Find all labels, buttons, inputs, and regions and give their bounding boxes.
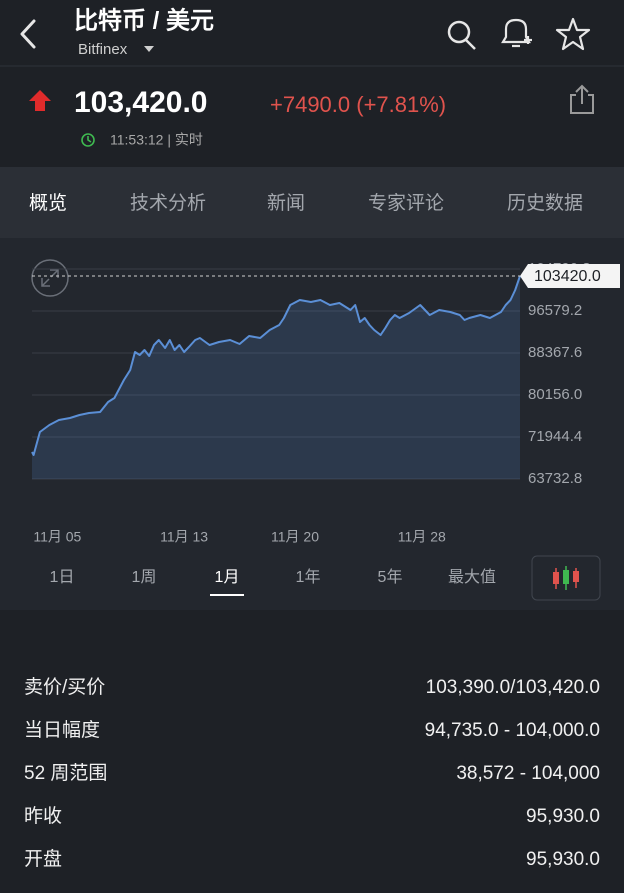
tab[interactable]: 概览 (29, 192, 67, 214)
price-change: +7490.0 (+7.81%) (270, 92, 446, 117)
chart-panel (0, 238, 624, 610)
search-button[interactable] (447, 20, 476, 50)
period-option[interactable]: 1日 (50, 569, 75, 586)
tab-bar (0, 167, 624, 238)
last-price-label: 103420.0 (534, 268, 601, 285)
x-tick-label: 11月 28 (398, 529, 446, 545)
chart-style-button[interactable] (531, 555, 601, 601)
stat-value: 38,572 - 104,000 (456, 763, 600, 784)
x-tick-label: 11月 05 (33, 529, 81, 545)
tab[interactable]: 历史数据 (507, 192, 583, 214)
price-line (31, 275, 521, 456)
back-button[interactable] (20, 19, 36, 49)
x-tick-label: 11月 20 (271, 529, 319, 545)
y-tick-label: 63732.8 (528, 470, 582, 487)
stat-label: 52 周范围 (24, 762, 107, 784)
stat-label: 当日幅度 (24, 719, 100, 741)
y-tick-label: 80156.0 (528, 386, 582, 403)
stat-label: 昨收 (24, 805, 62, 827)
share-button[interactable] (570, 84, 594, 114)
y-tick-label: 71944.4 (528, 428, 582, 445)
stat-value: 103,390.0/103,420.0 (426, 677, 600, 698)
tab[interactable]: 技术分析 (130, 192, 206, 214)
last-price-tag (520, 264, 620, 289)
period-option[interactable]: 最大值 (448, 568, 496, 586)
price: 103,420.0 (74, 86, 207, 119)
stat-value: 95,930.0 (526, 849, 600, 870)
candle-icon (553, 566, 579, 590)
favorite-button[interactable] (555, 17, 591, 51)
area-fill (32, 276, 520, 479)
up-arrow (29, 90, 51, 111)
period-option[interactable]: 1月 (215, 569, 240, 586)
exchange-dropdown[interactable] (144, 46, 154, 52)
exchange-name[interactable]: Bitfinex (78, 41, 128, 58)
tab[interactable]: 新闻 (267, 192, 305, 214)
alert-button[interactable] (501, 18, 532, 48)
period-option[interactable]: 5年 (378, 568, 403, 586)
stat-value: 95,930.0 (526, 806, 600, 827)
period-option[interactable]: 1年 (296, 568, 321, 586)
y-tick-label: 96579.2 (528, 302, 582, 319)
x-tick-label: 11月 13 (160, 529, 208, 545)
stat-label: 开盘 (24, 848, 62, 870)
stat-value: 94,735.0 - 104,000.0 (425, 720, 600, 741)
period-option[interactable]: 1周 (132, 569, 157, 586)
page-title: 比特币 / 美元 (74, 6, 214, 34)
clock-icon (81, 133, 95, 147)
y-tick-label: 88367.6 (528, 344, 582, 361)
tab[interactable]: 专家评论 (368, 192, 444, 214)
stat-label: 卖价/买价 (24, 676, 105, 698)
quote-time: 11:53:12 | 实时 (110, 132, 203, 148)
expand-button[interactable] (31, 259, 69, 297)
